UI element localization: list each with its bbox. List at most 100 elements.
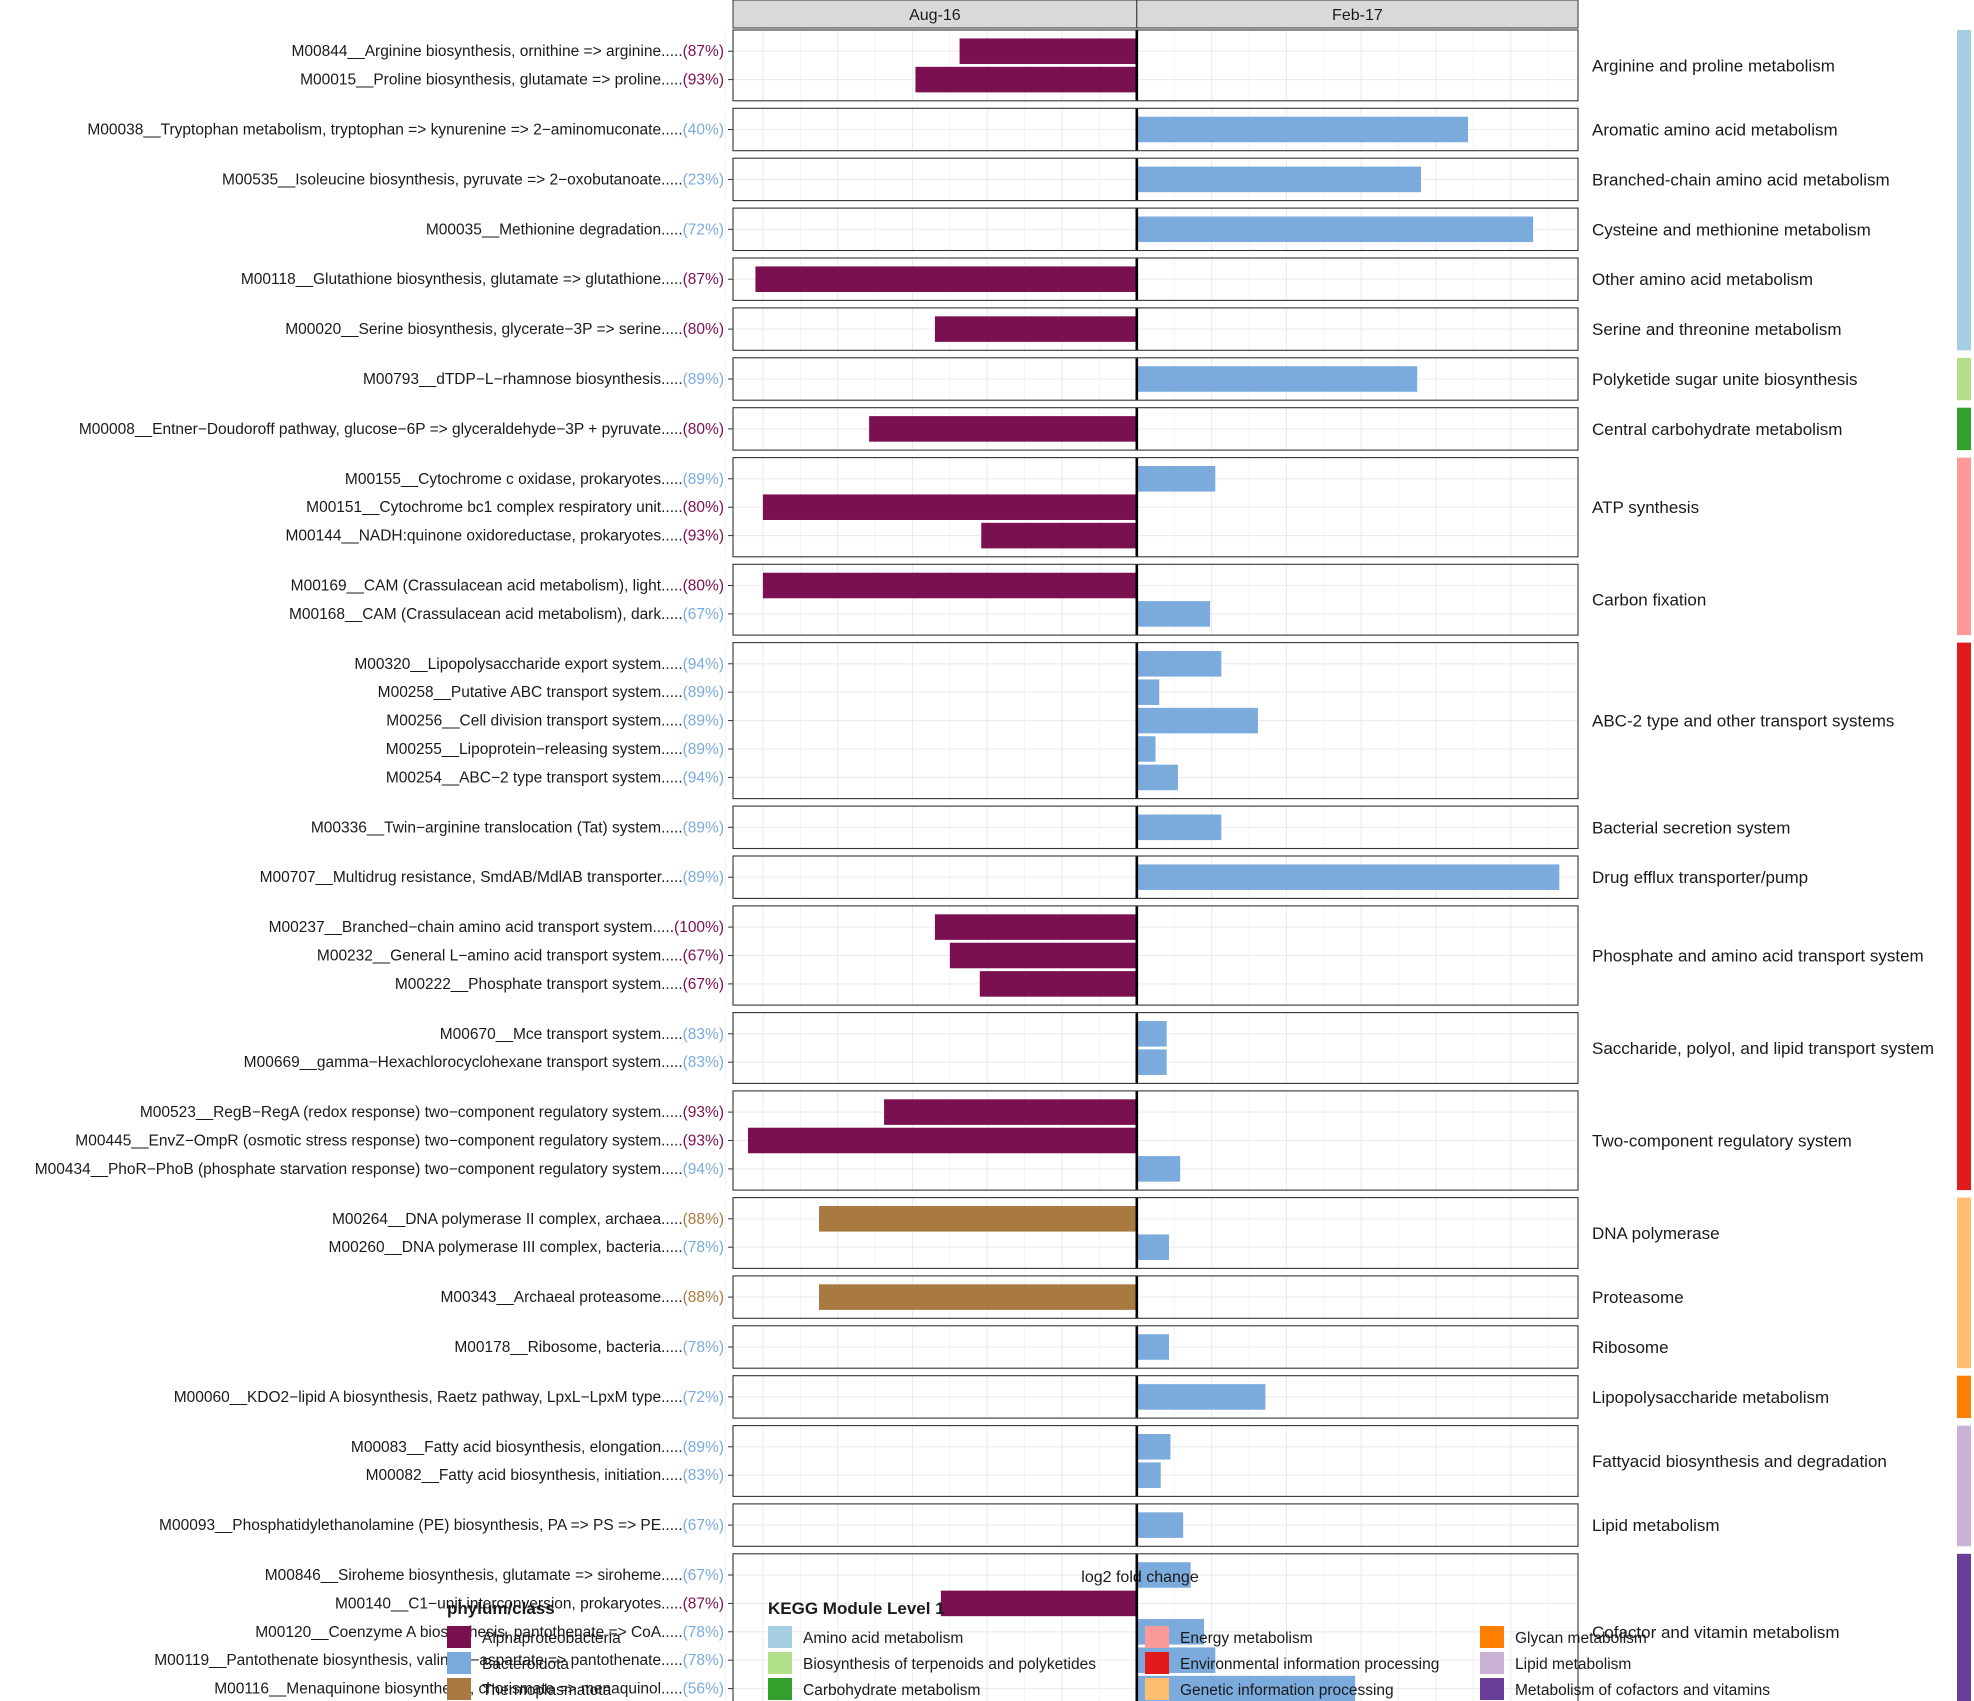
row-percent: (56%) [683,1681,724,1698]
row-label: M00151__Cytochrome bc1 complex respirato… [306,499,724,516]
panel: M00707__Multidrug resistance, SmdAB/MdlA… [260,855,1808,899]
panel-background [733,30,1578,101]
bar [940,1590,1137,1617]
panel-label: Proteasome [1592,1288,1684,1307]
panel-border [732,457,1579,558]
bar [1136,366,1418,392]
panel-border [732,1275,1579,1319]
panel-label: Phosphate and amino acid transport syste… [1592,947,1924,966]
bar [979,971,1137,997]
panel-border [732,1553,1579,1701]
legend-kegg-title: KEGG Module Level 1 [768,1599,945,1618]
panel: M00035__Methionine degradation.....(72%)… [426,207,1871,252]
bar [1136,1334,1169,1360]
row-percent: (94%) [683,656,724,673]
legend-label: Environmental information processing [1180,1656,1439,1673]
panel: M00038__Tryptophan metabolism, tryptopha… [87,107,1838,152]
row-label: M00169__CAM (Crassulacean acid metabolis… [291,578,724,595]
facet-strips: Aug-16 Feb-17 [732,0,1579,29]
row-percent: (78%) [683,1339,724,1356]
row-label: M00144__NADH:quinone oxidoreductase, pro… [285,528,724,545]
row-percent: (67%) [683,1567,724,1584]
row-percent: (89%) [683,684,724,701]
legends: phylum/class KEGG Module Level 1 Alphapr… [447,1599,1770,1700]
panel-label: Cofactor and vitamin metabolism [1592,1623,1840,1642]
bar [1136,651,1222,677]
panel-label: ABC-2 type and other transport systems [1592,712,1894,731]
row-label: M00669__gamma−Hexachlorocyclohexane tran… [244,1054,724,1071]
row-percent: (80%) [683,321,724,338]
row-percent: (100%) [674,919,724,936]
row-percent: (93%) [683,72,724,89]
panel: M00178__Ribosome, bacteria.....(78%) Ribo… [454,1325,1669,1369]
bar [1136,1156,1181,1182]
legend-label: Biosynthesis of terpenoids and polyketid… [803,1656,1096,1673]
panel: M00670__Mce transport system.....(83%) M0… [244,1012,1934,1084]
row-percent: (94%) [683,1161,724,1178]
legend-phylum-title: phylum/class [447,1599,555,1618]
panel-border [732,1090,1579,1191]
panel-label: Other amino acid metabolism [1592,270,1813,289]
legend-label: Genetic information processing [1180,1682,1394,1699]
row-label: M00035__Methionine degradation.....(72%) [426,221,724,238]
row-percent: (72%) [683,221,724,238]
legend-label: Glycan metabolism [1515,1630,1647,1647]
bar [981,522,1137,549]
panel-label: Two-component regulatory system [1592,1132,1852,1151]
panels: M00844__Arginine biosynthesis, ornithine… [35,29,1934,1701]
bar [915,66,1137,93]
panel-border [732,642,1579,800]
row-label: M00232__General L−amino acid transport s… [317,948,724,965]
panel-label: Branched-chain amino acid metabolism [1592,170,1890,189]
bar [1136,1675,1356,1701]
panel-border [732,855,1579,899]
bar [1136,1562,1191,1588]
row-label: M00237__Branched−chain amino acid transp… [269,919,724,936]
legend-label: Carbohydrate metabolism [803,1682,980,1699]
row-percent: (89%) [683,869,724,886]
bar [1136,216,1534,243]
row-percent: (88%) [683,1289,724,1306]
row-label: M00255__Lipoprotein−releasing system....… [386,741,724,758]
row-label: M00523__RegB−RegA (redox response) two−c… [140,1104,724,1121]
bar [818,1284,1137,1310]
row-label: M00178__Ribosome, bacteria.....(78%) [454,1339,724,1356]
row-label: M00320__Lipopolysaccharide export system… [354,656,724,673]
row-percent: (88%) [683,1211,724,1228]
row-percent: (80%) [683,421,724,438]
panel: M00523__RegB−RegA (redox response) two−c… [35,1090,1852,1191]
row-label: M00254__ABC−2 type transport system.....… [386,769,724,786]
panel: M00535__Isoleucine biosynthesis, pyruvat… [222,157,1890,202]
panel-label: Lipid metabolism [1592,1516,1720,1535]
panel-label: Arginine and proline metabolism [1592,56,1835,75]
legend-key [768,1626,792,1648]
bar [1136,736,1156,762]
row-percent: (89%) [683,713,724,730]
panel-label: Polyketide sugar unite biosynthesis [1592,370,1858,389]
row-label: M00168__CAM (Crassulacean acid metabolis… [289,606,724,623]
panel: M00846__Siroheme biosynthesis, glutamate… [154,1553,1840,1701]
legend-label: Energy metabolism [1180,1630,1313,1647]
panel: M00118__Glutathione biosynthesis, glutam… [241,257,1813,301]
legend-label: Bacteroidota [482,1656,569,1673]
row-label: M00118__Glutathione biosynthesis, glutam… [241,271,724,288]
facet-label: Aug-16 [909,7,961,24]
legend-key [1145,1626,1169,1648]
facet-label: Feb-17 [1332,7,1383,24]
panel-border [732,207,1579,252]
panel: M00169__CAM (Crassulacean acid metabolis… [289,563,1706,636]
panel-label: Aromatic amino acid metabolism [1592,121,1838,140]
legend-label: Metabolism of cofactors and vitamins [1515,1682,1770,1699]
panel-border [732,257,1579,301]
row-percent: (40%) [683,122,724,139]
panel: M00083__Fatty acid biosynthesis, elongat… [351,1425,1887,1497]
row-label: M00445__EnvZ−OmpR (osmotic stress respon… [75,1133,724,1150]
row-label: M00336__Twin−arginine translocation (Tat… [311,819,724,836]
row-percent: (72%) [683,1389,724,1406]
row-label: M00020__Serine biosynthesis, glycerate−3… [285,321,724,338]
row-percent: (87%) [683,1595,724,1612]
row-label: M00670__Mce transport system.....(83%) [440,1026,724,1043]
bar [959,38,1137,64]
legend-label: Alphaproteobacteria [482,1630,621,1647]
